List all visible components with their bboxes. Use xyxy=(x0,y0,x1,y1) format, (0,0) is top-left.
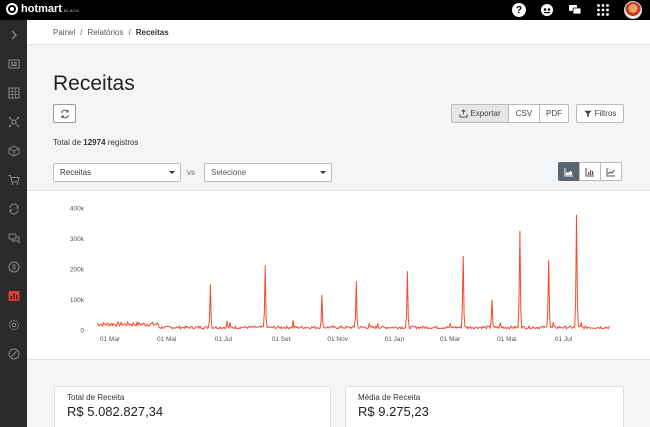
filter-icon xyxy=(584,110,592,117)
community-icon[interactable] xyxy=(540,3,554,17)
total-revenue-value: R$ 5.082.827,34 xyxy=(67,404,164,419)
products-icon[interactable] xyxy=(0,78,27,107)
box-icon[interactable] xyxy=(0,136,27,165)
logo-icon xyxy=(6,3,18,15)
average-revenue-card: Média de Receita R$ 9.275,23 xyxy=(345,386,624,427)
metric-select-value: Receitas xyxy=(60,168,92,177)
bar-chart-icon xyxy=(585,167,594,176)
breadcrumb-separator: / xyxy=(128,27,131,37)
help-icon[interactable]: ? xyxy=(512,3,526,17)
x-tick-label: 01 Mar xyxy=(440,336,461,343)
brand-name: hotmart xyxy=(21,3,62,15)
export-label: Exportar xyxy=(470,109,501,118)
export-group: Exportar CSV PDF xyxy=(451,104,569,123)
total-count: 12974 xyxy=(83,138,106,147)
svg-text:$: $ xyxy=(12,264,16,271)
breadcrumb-separator: / xyxy=(80,27,83,37)
records-total: Total de 12974 registros xyxy=(53,138,138,147)
revenue-chart: 0 100k 200k 300k 400k 01 Mar 01 Mai 01 Jul 01 Se… xyxy=(70,206,611,343)
x-tick-label: 01 Mai xyxy=(157,336,177,343)
sidebar: $ xyxy=(0,20,27,427)
top-icons: ? xyxy=(512,0,642,20)
average-revenue-value: R$ 9.275,23 xyxy=(358,404,429,419)
total-revenue-card: Total de Receita R$ 5.082.827,34 xyxy=(54,386,331,427)
affiliates-icon[interactable] xyxy=(0,107,27,136)
line-chart-button[interactable] xyxy=(600,162,622,181)
messages-icon[interactable] xyxy=(0,223,27,252)
reports-icon[interactable] xyxy=(0,281,27,310)
area-chart-icon xyxy=(564,167,573,176)
total-prefix: Total de xyxy=(53,138,82,147)
csv-button[interactable]: CSV xyxy=(508,104,540,123)
metric-select[interactable]: Receitas xyxy=(53,163,181,182)
total-suffix: registros xyxy=(107,138,139,147)
compare-select[interactable]: Selecione xyxy=(204,163,332,182)
breadcrumb: Painel / Relatórios / Receitas xyxy=(27,20,650,45)
recurrence-icon[interactable] xyxy=(0,194,27,223)
x-tick-label: 01 Mai xyxy=(497,336,517,343)
x-tick-label: 01 Set xyxy=(272,336,291,343)
refresh-button[interactable] xyxy=(53,104,76,123)
chevron-down-icon xyxy=(169,171,175,174)
breadcrumb-relatorios[interactable]: Relatórios xyxy=(87,27,124,37)
bar-chart-button[interactable] xyxy=(579,162,601,181)
pdf-button[interactable]: PDF xyxy=(539,104,569,123)
filters-button[interactable]: Filtros xyxy=(576,104,624,123)
settings-icon[interactable] xyxy=(0,310,27,339)
filters-label: Filtros xyxy=(594,109,617,118)
export-button[interactable]: Exportar xyxy=(451,104,509,123)
cart-icon[interactable] xyxy=(0,165,27,194)
y-tick-label: 300k xyxy=(70,236,85,243)
chart-type-toggle xyxy=(558,162,622,181)
user-avatar[interactable] xyxy=(624,1,642,19)
top-bar: hotmart BLACK ? xyxy=(0,0,650,20)
x-tick-label: 01 Jul xyxy=(215,336,233,343)
tools-icon[interactable] xyxy=(0,339,27,368)
expand-icon[interactable] xyxy=(0,20,27,49)
y-tick-label: 400k xyxy=(70,206,85,213)
money-icon[interactable]: $ xyxy=(0,252,27,281)
compare-select-placeholder: Selecione xyxy=(211,168,247,177)
chat-icon[interactable] xyxy=(568,3,582,17)
chevron-down-icon xyxy=(320,171,326,174)
hotmart-logo[interactable]: hotmart BLACK xyxy=(6,3,80,15)
total-revenue-label: Total de Receita xyxy=(67,393,125,402)
breadcrumb-painel[interactable]: Painel xyxy=(53,27,76,37)
brand-sub: BLACK xyxy=(63,8,80,13)
breadcrumb-current: Receitas xyxy=(135,27,169,37)
line-chart-icon xyxy=(606,167,615,176)
revenue-chart-panel: 0 100k 200k 300k 400k 01 Mar 01 Mai 01 Jul 01 Se… xyxy=(27,190,650,360)
page-title: Receitas xyxy=(53,72,135,95)
refresh-icon xyxy=(60,109,69,118)
pdf-label: PDF xyxy=(546,109,562,118)
y-tick-label: 200k xyxy=(70,267,85,274)
csv-label: CSV xyxy=(515,109,533,118)
area-chart-button[interactable] xyxy=(558,162,580,181)
y-tick-label: 100k xyxy=(70,297,85,304)
y-tick-label: 0 xyxy=(80,328,84,335)
export-icon xyxy=(459,109,468,118)
main-content: Painel / Relatórios / Receitas Receitas … xyxy=(27,20,650,427)
x-tick-label: 01 Nov xyxy=(327,336,348,343)
vs-label: vs xyxy=(187,168,195,177)
x-tick-label: 01 Jan xyxy=(385,336,405,343)
revenue-series-line xyxy=(96,214,611,330)
x-tick-label: 01 Jul xyxy=(555,336,573,343)
average-revenue-label: Média de Receita xyxy=(358,393,421,402)
x-tick-label: 01 Mar xyxy=(100,336,121,343)
dashboard-icon[interactable] xyxy=(0,49,27,78)
apps-grid-icon[interactable] xyxy=(596,3,610,17)
